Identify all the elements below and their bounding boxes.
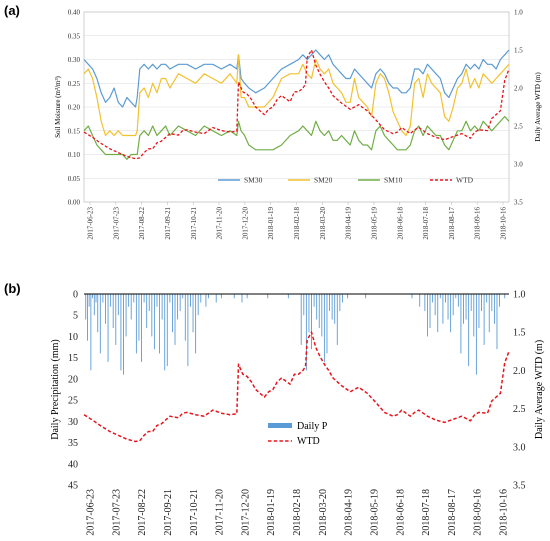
panel-a-x-tick-label: 2018-07-18	[422, 207, 430, 240]
panel-a-x-tick-label: 2017-10-21	[190, 207, 198, 240]
panel-a-x-tick-label: 2017-12-20	[241, 207, 249, 240]
panel-b-label: (b)	[4, 281, 21, 296]
panel-a-left-tick-label: 0.30	[68, 56, 81, 64]
panel-a-right-axis-title: Daily Average WTD (m)	[534, 72, 542, 142]
panel-b-x-tick-label: 2018-01-19	[266, 489, 277, 536]
panel-b-x-tick-label: 2018-06-18	[395, 489, 406, 536]
panel-b-right-tick-label: 1.0	[513, 290, 526, 301]
panel-b-right-tick-label: 3.5	[513, 481, 526, 492]
panel-b-right-axis-title: Daily Average WTD (m)	[534, 340, 545, 439]
panel-b-x-tick-label: 2017-08-22	[137, 489, 148, 536]
panel-a: (a) 0.00 0.05 0.10 0.15 0.20 0.25 0.30 0.35 0.40…	[4, 3, 542, 240]
panel-a-x-tick-label: 2018-03-20	[319, 207, 327, 240]
panel-a-x-tick-label: 2018-04-19	[345, 207, 353, 240]
panel-a-series-line-sm30	[83, 49, 510, 108]
panel-a-x-tick-label: 2018-08-17	[448, 207, 456, 240]
panel-a-x-tick-label: 2018-09-16	[474, 207, 482, 240]
panel-b-left-tick-label: 30	[68, 417, 78, 428]
panel-b-x-tick-label: 2017-10-21	[189, 489, 200, 536]
panel-b-x-tick-label: 2017-07-23	[111, 489, 122, 536]
panel-b-x-tick-label: 2018-05-19	[369, 489, 380, 536]
panel-a-right-tick-label: 2.0	[514, 85, 523, 93]
panel-a-x-tick-label: 2018-06-18	[396, 207, 404, 240]
panel-a-right-tick-label: 2.5	[514, 123, 523, 131]
panel-b-left-tick-labels: 0 5 10 15 20 25 30 35 40 45	[68, 290, 78, 492]
panel-a-right-tick-label: 3.5	[514, 199, 523, 207]
panel-b-series	[83, 331, 510, 443]
panel-b-left-tick-label: 25	[68, 396, 78, 407]
panel-b-legend-swatch-p	[268, 423, 292, 428]
panel-a-left-tick-label: 0.40	[68, 9, 81, 17]
panel-a-gridlines	[84, 11, 509, 203]
panel-a-left-tick-label: 0.20	[68, 104, 81, 112]
panel-a-x-tick-label: 2017-07-23	[112, 207, 120, 240]
panel-b-x-tick-label: 2017-09-21	[163, 489, 174, 536]
panel-b-right-tick-label: 1.5	[513, 328, 526, 339]
panel-a-series-line-sm20	[83, 54, 510, 137]
panel-a-series	[83, 49, 510, 160]
panel-b-precip-bars	[85, 294, 506, 375]
panel-b-x-tick-label: 2017-12-20	[240, 489, 251, 536]
panel-b-left-tick-label: 0	[73, 290, 78, 301]
panel-b-right-tick-label: 3.0	[513, 442, 526, 453]
panel-b-x-tick-label: 2018-03-20	[318, 489, 329, 536]
panel-a-x-tick-label: 2018-01-19	[267, 207, 275, 240]
panel-b: (b) 0 5 10 15 20 25 30 35 40 45 1.0 1.5 2.0 2.5 3.0 3.…	[4, 281, 545, 536]
panel-b-x-tick-labels: 2017-06-23 2017-07-23 2017-08-22 2017-09-21…	[86, 489, 510, 536]
panel-a-legend: SM30 SM20 SM10 WTD	[218, 176, 474, 185]
panel-b-left-tick-label: 45	[68, 481, 78, 492]
panel-a-x-tick-label: 2018-02-18	[293, 207, 301, 240]
panel-b-right-tick-labels: 1.0 1.5 2.0 2.5 3.0 3.5	[513, 290, 526, 492]
panel-a-right-tick-label: 1.0	[514, 9, 523, 17]
panel-a-legend-label: SM30	[244, 176, 263, 185]
panel-a-legend-label: WTD	[456, 176, 474, 185]
panel-b-x-tick-label: 2017-06-23	[86, 489, 97, 536]
panel-b-left-tick-label: 15	[68, 353, 78, 364]
panel-b-left-tick-label: 40	[68, 459, 78, 470]
panel-a-left-tick-label: 0.35	[68, 32, 81, 40]
panel-b-left-axis-title: Daily Precipitation (mm)	[50, 339, 61, 440]
panel-b-x-tick-label: 2017-11-20	[215, 489, 226, 535]
panel-a-left-tick-label: 0.15	[68, 127, 81, 135]
panel-a-left-tick-labels: 0.00 0.05 0.10 0.15 0.20 0.25 0.30 0.35 0.40	[68, 9, 81, 207]
panel-b-x-tick-label: 2018-04-19	[344, 489, 355, 536]
panel-b-left-tick-label: 35	[68, 438, 78, 449]
panel-b-right-tick-label: 2.5	[513, 404, 526, 415]
panel-a-x-tick-label: 2017-11-20	[216, 207, 224, 240]
panel-b-x-tick-label: 2018-10-16	[499, 489, 510, 536]
panel-a-label: (a)	[4, 3, 20, 18]
panel-b-x-tick-label: 2018-02-18	[292, 489, 303, 536]
panel-b-left-tick-label: 10	[68, 332, 78, 343]
panel-b-x-tick-label: 2018-08-17	[447, 489, 458, 536]
panel-b-x-tick-label: 2018-09-16	[473, 489, 484, 536]
panel-b-legend-label: WTD	[297, 436, 320, 447]
panel-a-left-tick-label: 0.10	[68, 151, 81, 159]
panel-a-x-tick-label: 2017-06-23	[87, 207, 95, 240]
panel-a-left-tick-label: 0.05	[68, 175, 81, 183]
panel-b-left-tick-label: 20	[68, 374, 78, 385]
panel-b-x-tick-label: 2018-07-18	[421, 489, 432, 536]
panel-b-legend: Daily P WTD	[268, 421, 328, 447]
panel-a-left-axis-title: Soil Moisture (m³/m³)	[54, 75, 62, 137]
panel-a-x-tick-label: 2017-09-21	[164, 207, 172, 240]
panel-a-legend-label: SM20	[314, 176, 333, 185]
panel-a-right-tick-label: 1.5	[514, 47, 523, 55]
panel-b-right-tick-label: 2.0	[513, 366, 526, 377]
panel-a-right-tick-label: 3.0	[514, 161, 523, 169]
panel-a-left-tick-label: 0.25	[68, 80, 81, 88]
panel-a-series-line-sm10	[83, 115, 510, 160]
panel-b-series-line-wtd	[83, 331, 510, 443]
panel-a-x-tick-labels: 2017-06-23 2017-07-23 2017-08-22 2017-09-21…	[87, 202, 508, 240]
panel-a-series-line-wtd	[83, 49, 510, 160]
panel-a-left-tick-label: 0.00	[68, 199, 81, 207]
panel-a-legend-label: SM10	[384, 176, 403, 185]
panel-a-right-tick-labels: 1.0 1.5 2.0 2.5 3.0 3.5	[514, 9, 523, 207]
panel-a-x-tick-label: 2018-10-16	[500, 207, 508, 240]
panel-b-legend-label: Daily P	[297, 421, 328, 432]
panel-b-left-tick-label: 5	[73, 311, 78, 322]
panel-a-x-tick-label: 2017-08-22	[138, 207, 146, 240]
panel-a-x-tick-label: 2018-05-19	[370, 207, 378, 240]
